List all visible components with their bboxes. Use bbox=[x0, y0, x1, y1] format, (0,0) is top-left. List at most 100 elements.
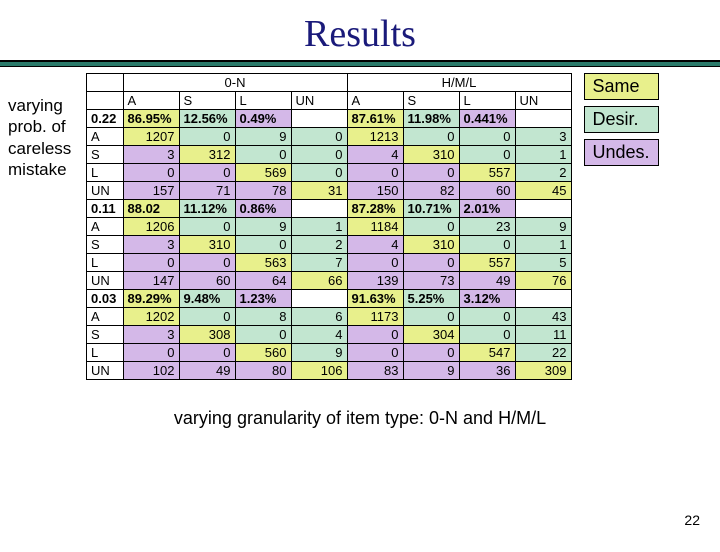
data-cell: 0 bbox=[347, 164, 403, 182]
prob-value: 0.11 bbox=[87, 200, 123, 218]
data-cell: 8 bbox=[235, 308, 291, 326]
bottom-caption: varying granularity of item type: 0-N an… bbox=[0, 408, 720, 429]
data-cell: 9 bbox=[291, 344, 347, 362]
data-cell: 6 bbox=[291, 308, 347, 326]
data-cell: 11 bbox=[515, 326, 571, 344]
data-cell: 0 bbox=[459, 146, 515, 164]
data-cell: 310 bbox=[179, 236, 235, 254]
col-header: UN bbox=[291, 92, 347, 110]
data-cell: 1213 bbox=[347, 128, 403, 146]
pct-cell: 89.29% bbox=[123, 290, 179, 308]
col-header: L bbox=[459, 92, 515, 110]
pct-cell: 1.23% bbox=[235, 290, 291, 308]
pct-cell: 11.12% bbox=[179, 200, 235, 218]
data-cell: 64 bbox=[235, 272, 291, 290]
data-cell: 312 bbox=[179, 146, 235, 164]
data-cell: 22 bbox=[515, 344, 571, 362]
data-cell: 304 bbox=[403, 326, 459, 344]
data-cell: 0 bbox=[459, 308, 515, 326]
super-header-left: 0-N bbox=[123, 74, 347, 92]
data-cell: 7 bbox=[291, 254, 347, 272]
data-cell: 3 bbox=[515, 128, 571, 146]
data-cell: 0 bbox=[403, 218, 459, 236]
pct-cell: 0.49% bbox=[235, 110, 291, 128]
data-cell: 150 bbox=[347, 182, 403, 200]
data-cell: 557 bbox=[459, 164, 515, 182]
data-cell: 0 bbox=[403, 164, 459, 182]
data-cell: 0 bbox=[403, 308, 459, 326]
data-cell: 36 bbox=[459, 362, 515, 380]
pct-cell bbox=[515, 290, 571, 308]
pct-cell: 10.71% bbox=[403, 200, 459, 218]
data-cell: 0 bbox=[235, 236, 291, 254]
pct-cell: 87.28% bbox=[347, 200, 403, 218]
data-cell: 60 bbox=[459, 182, 515, 200]
data-cell: 0 bbox=[347, 254, 403, 272]
data-cell: 308 bbox=[179, 326, 235, 344]
data-cell: 557 bbox=[459, 254, 515, 272]
pct-cell bbox=[291, 200, 347, 218]
pct-cell: 91.63% bbox=[347, 290, 403, 308]
data-cell: 1173 bbox=[347, 308, 403, 326]
data-cell: 0 bbox=[403, 128, 459, 146]
data-cell: 43 bbox=[515, 308, 571, 326]
row-label: L bbox=[87, 254, 123, 272]
row-label: A bbox=[87, 128, 123, 146]
row-label: UN bbox=[87, 272, 123, 290]
data-cell: 139 bbox=[347, 272, 403, 290]
cell bbox=[87, 92, 123, 110]
row-label: S bbox=[87, 146, 123, 164]
data-cell: 0 bbox=[235, 146, 291, 164]
row-label: S bbox=[87, 236, 123, 254]
pct-cell: 5.25% bbox=[403, 290, 459, 308]
pct-cell: 3.12% bbox=[459, 290, 515, 308]
data-cell: 310 bbox=[403, 146, 459, 164]
data-cell: 0 bbox=[291, 164, 347, 182]
data-cell: 102 bbox=[123, 362, 179, 380]
col-header: A bbox=[347, 92, 403, 110]
data-cell: 82 bbox=[403, 182, 459, 200]
data-cell: 106 bbox=[291, 362, 347, 380]
data-cell: 0 bbox=[459, 236, 515, 254]
data-cell: 0 bbox=[347, 326, 403, 344]
data-cell: 1 bbox=[515, 146, 571, 164]
data-cell: 2 bbox=[291, 236, 347, 254]
pct-cell: 0.441% bbox=[459, 110, 515, 128]
data-cell: 0 bbox=[291, 146, 347, 164]
data-cell: 0 bbox=[123, 164, 179, 182]
legend-undes: Undes. bbox=[584, 139, 659, 166]
data-cell: 0 bbox=[179, 164, 235, 182]
data-cell: 76 bbox=[515, 272, 571, 290]
data-cell: 0 bbox=[179, 344, 235, 362]
data-cell: 45 bbox=[515, 182, 571, 200]
legend: Same Desir. Undes. bbox=[584, 73, 659, 166]
data-cell: 78 bbox=[235, 182, 291, 200]
data-cell: 9 bbox=[403, 362, 459, 380]
col-header: UN bbox=[515, 92, 571, 110]
data-cell: 560 bbox=[235, 344, 291, 362]
legend-same: Same bbox=[584, 73, 659, 100]
data-cell: 1184 bbox=[347, 218, 403, 236]
data-cell: 0 bbox=[291, 128, 347, 146]
data-cell: 1206 bbox=[123, 218, 179, 236]
prob-value: 0.03 bbox=[87, 290, 123, 308]
data-cell: 83 bbox=[347, 362, 403, 380]
title-rule bbox=[0, 60, 720, 67]
data-cell: 0 bbox=[123, 344, 179, 362]
super-header-right: H/M/L bbox=[347, 74, 571, 92]
data-cell: 3 bbox=[123, 326, 179, 344]
data-cell: 0 bbox=[459, 128, 515, 146]
pct-cell: 2.01% bbox=[459, 200, 515, 218]
data-cell: 0 bbox=[179, 308, 235, 326]
side-label: varying prob. of careless mistake bbox=[8, 73, 86, 180]
data-cell: 3 bbox=[123, 146, 179, 164]
data-cell: 0 bbox=[179, 218, 235, 236]
data-cell: 0 bbox=[179, 128, 235, 146]
data-cell: 0 bbox=[179, 254, 235, 272]
data-cell: 71 bbox=[179, 182, 235, 200]
data-cell: 9 bbox=[515, 218, 571, 236]
cell bbox=[87, 74, 123, 92]
page-title: Results bbox=[0, 12, 720, 56]
data-cell: 9 bbox=[235, 218, 291, 236]
pct-cell: 0.86% bbox=[235, 200, 291, 218]
